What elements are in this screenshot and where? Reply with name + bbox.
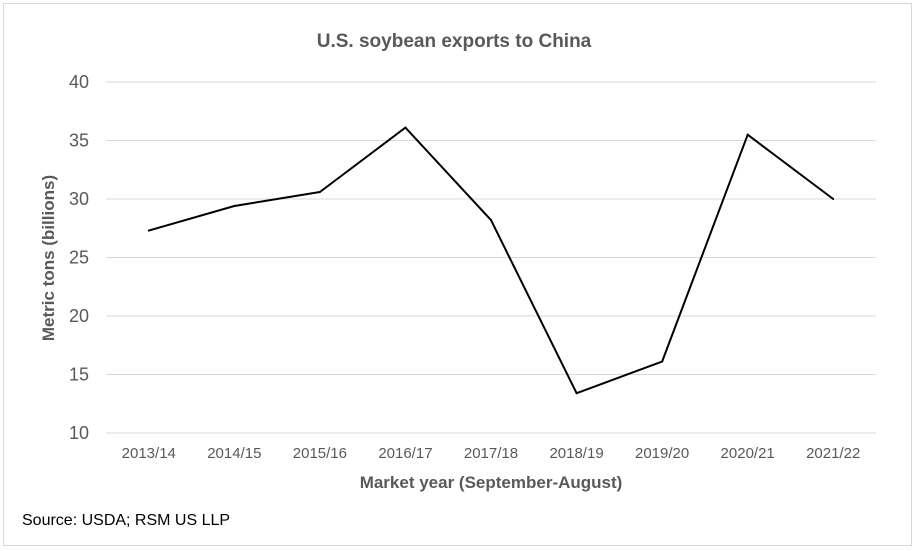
x-tick-label: 2013/14 — [122, 445, 176, 462]
x-tick-label: 2018/19 — [549, 445, 603, 462]
data-point — [233, 205, 236, 208]
x-axis-ticks: 2013/14 2014/15 2015/16 2016/17 2017/18 2018/… — [122, 445, 861, 462]
y-tick-label: 35 — [69, 131, 89, 151]
chart-frame — [3, 3, 912, 546]
x-axis-title: Market year (September-August) — [360, 473, 623, 492]
y-tick-label: 15 — [69, 365, 89, 385]
x-tick-label: 2015/16 — [293, 445, 347, 462]
data-point — [404, 126, 407, 129]
gridlines — [106, 81, 876, 434]
y-axis-ticks: 10 15 20 25 30 35 40 — [69, 72, 89, 443]
series-layer — [147, 126, 835, 395]
x-tick-label: 2016/17 — [378, 445, 432, 462]
data-point — [575, 392, 578, 395]
y-tick-label: 25 — [69, 248, 89, 268]
x-tick-label: 2019/20 — [635, 445, 689, 462]
data-point — [832, 198, 835, 200]
x-tick-label: 2021/22 — [806, 445, 860, 462]
y-tick-label: 40 — [69, 72, 89, 92]
source-note: Source: USDA; RSM US LLP — [22, 512, 230, 529]
series-line — [148, 126, 834, 395]
y-tick-label: 30 — [69, 189, 89, 209]
x-tick-label: 2017/18 — [464, 445, 518, 462]
data-point — [661, 360, 664, 363]
y-tick-label: 10 — [69, 423, 89, 443]
y-axis-title: Metric tons (billions) — [39, 175, 58, 341]
chart-title: U.S. soybean exports to China — [317, 31, 592, 52]
data-point — [318, 190, 321, 193]
x-tick-label: 2014/15 — [207, 445, 261, 462]
data-point — [490, 219, 492, 222]
x-tick-label: 2020/21 — [721, 445, 775, 462]
data-point — [147, 229, 150, 232]
y-tick-label: 20 — [69, 306, 89, 326]
data-point — [746, 133, 749, 136]
